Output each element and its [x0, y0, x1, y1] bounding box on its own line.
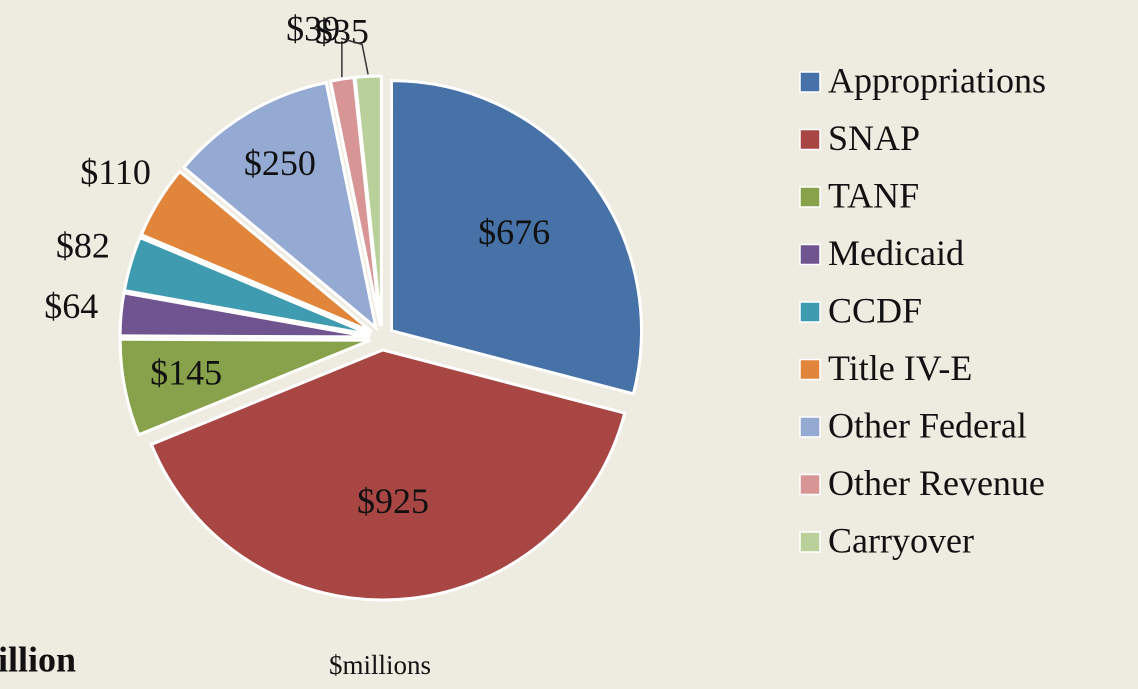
pie-slice	[149, 348, 627, 602]
data-label: $145	[150, 352, 222, 392]
pie-slice	[389, 79, 643, 396]
annotation: illion	[0, 639, 76, 679]
legend-swatch	[799, 186, 821, 208]
legend-swatch	[799, 416, 821, 438]
data-label: $676	[478, 212, 550, 252]
legend-label: Other Revenue	[828, 463, 1045, 503]
legend-swatch	[799, 128, 821, 151]
pie-slice	[118, 337, 371, 437]
data-label: $64	[44, 286, 98, 326]
legend-label: Carryover	[828, 520, 974, 560]
pie-slice	[118, 291, 371, 339]
legend-swatch	[799, 531, 821, 553]
legend-swatch	[799, 301, 821, 323]
pie-slice	[139, 169, 373, 334]
legend-label: Appropriations	[828, 60, 1046, 100]
legend-swatch	[799, 358, 821, 381]
legend-label: Title IV-E	[828, 348, 972, 388]
legend-label: CCDF	[828, 290, 922, 330]
legend-label: Medicaid	[828, 233, 964, 273]
data-label: $39	[286, 9, 340, 49]
pie-slice	[181, 80, 379, 332]
leader-line	[340, 37, 369, 75]
data-label: $110	[80, 152, 151, 192]
data-label: $250	[244, 143, 316, 183]
legend-swatch	[799, 243, 821, 266]
data-label: $82	[56, 226, 110, 266]
data-label: $35	[315, 11, 369, 51]
legend-label: Other Federal	[828, 405, 1027, 445]
data-label: $925	[357, 481, 429, 521]
legend-swatch	[799, 71, 821, 93]
pie-slice	[353, 74, 383, 327]
legend-swatch	[799, 473, 821, 496]
chart-subtitle: $millions	[329, 650, 431, 680]
legend-label: SNAP	[828, 118, 920, 158]
pie-slice	[122, 235, 372, 337]
legend-label: TANF	[828, 175, 919, 215]
